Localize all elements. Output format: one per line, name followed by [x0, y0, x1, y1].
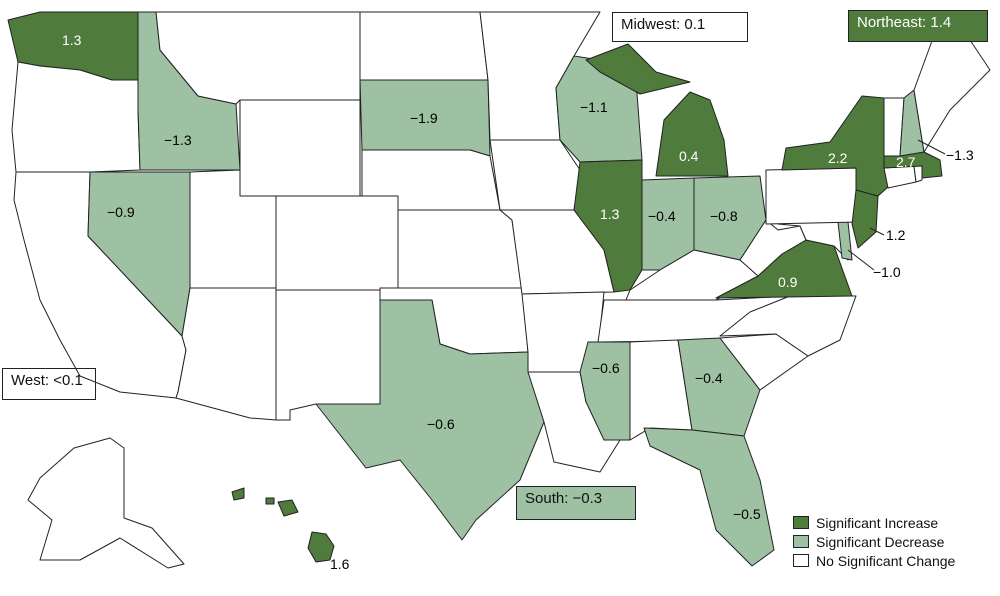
legend-swatch-increase [793, 516, 809, 529]
state-NC [719, 295, 857, 357]
label-state-NV: −0.9 [107, 204, 135, 220]
state-KS [397, 209, 523, 289]
label-state-WI: −1.1 [580, 99, 608, 115]
label-state-FL: −0.5 [733, 506, 761, 522]
label-state-TX: −0.6 [427, 416, 455, 432]
leader-line-nh [917, 139, 946, 155]
region-box-south: South: −0.3 [516, 486, 636, 520]
state-NM [275, 289, 381, 421]
state-MI [655, 91, 729, 177]
state-TX [315, 299, 545, 541]
legend-item-decrease: Significant Decrease [793, 532, 955, 551]
map-legend: Significant Increase Significant Decreas… [793, 513, 955, 570]
legend-swatch-no-change [793, 554, 809, 567]
region-box-west: West: <0.1 [2, 368, 96, 400]
label-state-VA: 0.9 [778, 274, 798, 290]
state-IL [573, 159, 643, 293]
state-HI-oahu [231, 487, 245, 501]
legend-item-increase: Significant Increase [793, 513, 955, 532]
label-state-DE: −1.0 [873, 264, 901, 280]
label-state-ID: −1.3 [164, 132, 192, 148]
state-WY [239, 99, 361, 197]
label-state-OH: −0.8 [710, 208, 738, 224]
legend-label-decrease: Significant Decrease [816, 533, 945, 550]
state-ND [359, 11, 489, 81]
leader-line-de [847, 249, 875, 271]
legend-label-no-change: No Significant Change [816, 552, 956, 569]
region-box-midwest: Midwest: 0.1 [612, 12, 748, 42]
label-state-IN: −0.4 [648, 208, 676, 224]
label-state-SD: −1.9 [410, 110, 438, 126]
state-AK [27, 437, 185, 569]
label-state-NJ: 1.2 [886, 227, 906, 243]
state-HI [307, 531, 335, 563]
state-ME [913, 27, 991, 153]
state-IA [489, 139, 581, 211]
state-PA [765, 167, 863, 225]
label-state-MI: 0.4 [679, 148, 699, 164]
region-box-northeast: Northeast: 1.4 [848, 10, 988, 42]
state-FL [643, 427, 775, 567]
label-state-IL: 1.3 [600, 206, 620, 222]
state-GA [677, 337, 761, 437]
label-state-NH: −1.3 [946, 147, 974, 163]
legend-item-no-change: No Significant Change [793, 551, 955, 570]
state-AZ [175, 287, 277, 421]
legend-swatch-decrease [793, 535, 809, 548]
legend-label-increase: Significant Increase [816, 514, 939, 531]
label-state-NY: 2.2 [828, 150, 848, 166]
label-state-WA: 1.3 [62, 32, 82, 48]
label-state-MA: 2.7 [896, 154, 916, 170]
label-state-MS: −0.6 [592, 360, 620, 376]
state-HI-maui [277, 499, 299, 517]
state-DE [837, 221, 853, 261]
state-MI-UP [585, 43, 691, 95]
state-HI-kauai [265, 497, 275, 505]
leader-line-nj [869, 227, 885, 236]
label-state-HI: 1.6 [330, 556, 350, 572]
label-state-GA: −0.4 [695, 370, 723, 386]
state-CO [275, 195, 399, 291]
state-NJ [851, 189, 879, 249]
